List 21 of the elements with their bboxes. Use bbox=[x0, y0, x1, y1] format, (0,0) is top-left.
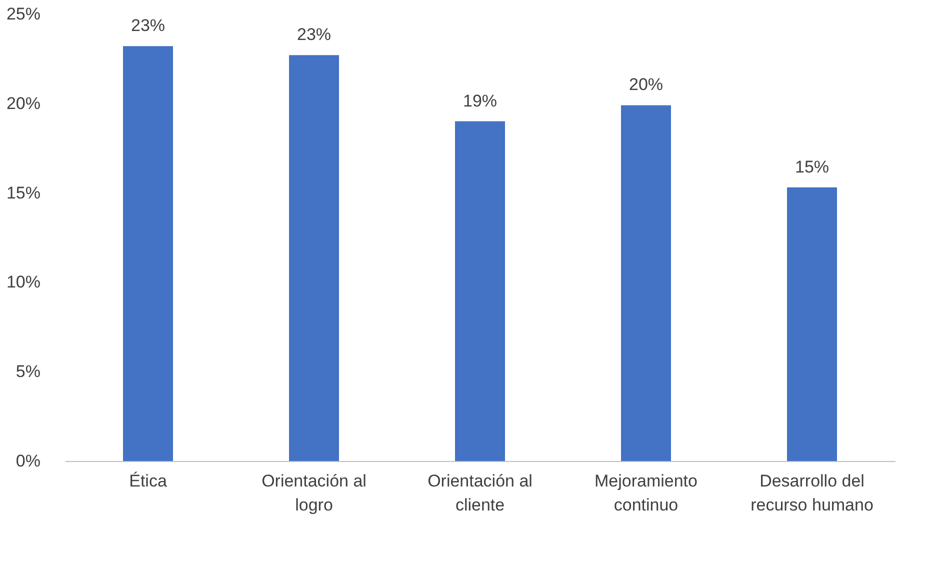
bar bbox=[289, 55, 339, 461]
y-tick-label: 15% bbox=[6, 183, 40, 202]
bar bbox=[123, 46, 173, 461]
x-tick-label: Orientación al cliente bbox=[428, 472, 532, 514]
data-label: 23% bbox=[130, 16, 166, 36]
y-tick-label: 0% bbox=[16, 452, 40, 470]
x-tick-label: Orientación al logro bbox=[262, 472, 366, 514]
x-tick-label: Mejoramiento continuo bbox=[594, 472, 698, 514]
y-tick-label: 5% bbox=[16, 362, 40, 382]
data-label: 19% bbox=[462, 91, 498, 110]
bar bbox=[621, 105, 671, 461]
x-tick-label: Desarrollo del recurso humano bbox=[750, 472, 874, 514]
data-label: 20% bbox=[628, 75, 664, 94]
data-label: 15% bbox=[794, 157, 830, 176]
x-tick-label: Ética bbox=[129, 472, 168, 490]
y-tick-label: 10% bbox=[6, 272, 40, 292]
bar bbox=[455, 121, 505, 461]
bar bbox=[787, 187, 837, 461]
y-tick-label: 20% bbox=[6, 94, 40, 113]
y-tick-label: 25% bbox=[6, 4, 40, 24]
data-label: 23% bbox=[296, 25, 332, 44]
